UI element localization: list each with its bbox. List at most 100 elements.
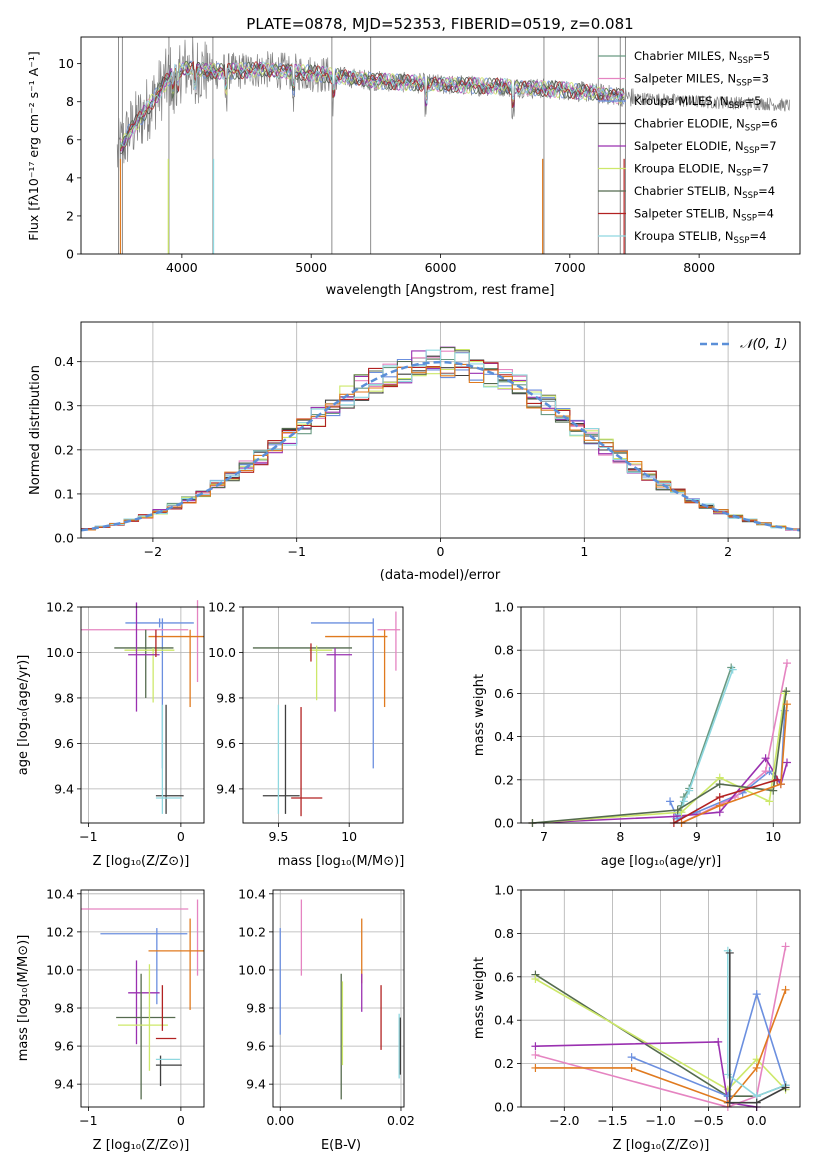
x-tick-label: 0.0 (747, 1113, 767, 1128)
massweight-marker (781, 942, 790, 951)
y-tick-label: 4 (66, 170, 74, 185)
y-tick-label: 10.0 (238, 962, 266, 977)
legend-label-sub: SSP (734, 236, 750, 246)
massweight-vs-age-marks (528, 659, 792, 827)
mass-vs-Z-grid (81, 890, 204, 1107)
age-vs-Z-axes: −1 0 9.4 9.6 9.8 10.0 10.2 (46, 600, 205, 844)
massweight-marker (781, 1083, 790, 1092)
axes-frame (80, 606, 205, 824)
legend-label: Kroupa STELIB, NSSP=4 (634, 229, 766, 246)
legend-label-suffix: =4 (758, 184, 775, 198)
y-tick-label: 0.6 (494, 686, 514, 701)
axes-frame (520, 606, 801, 824)
model-line-3 (120, 60, 625, 146)
legend-label: Chabrier STELIB, NSSP=4 (634, 184, 775, 201)
y-tick-label: 9.6 (54, 1039, 74, 1054)
y-tick-label: 9.6 (54, 736, 74, 751)
x-tick-label: 0.02 (387, 1113, 415, 1128)
x-tick-label: 0 (177, 829, 185, 844)
age-vs-mass-marks (252, 611, 401, 817)
model-line-8 (119, 60, 625, 152)
massweight-marker (782, 687, 791, 696)
legend-label: Kroupa MILES, NSSP=5 (634, 94, 761, 111)
legend-label-sub: SSP (745, 124, 761, 134)
y-tick-label: 10.2 (238, 924, 266, 939)
model-line-5 (120, 62, 625, 152)
legend-label-sub: SSP (736, 169, 752, 179)
y-tick-label: 10.0 (46, 645, 74, 660)
massweight-line-4 (535, 946, 787, 1108)
y-tick-label: 2 (66, 208, 74, 223)
residuals-ylabel: Normed distribution (28, 365, 43, 495)
massweight-vs-age-axes: 7 8 9 10 0.0 0.2 0.4 0.6 0.8 1.0 (494, 600, 801, 844)
massweight-marker (752, 1098, 761, 1107)
spectrum-axes: 4000 5000 6000 7000 8000 0 2 4 6 8 10 (58, 36, 801, 275)
massweight-marker (531, 1042, 540, 1051)
x-tick-label: −1 (79, 1113, 97, 1128)
y-tick-label: 9.4 (54, 1077, 74, 1092)
legend-label: Salpeter STELIB, NSSP=4 (634, 207, 774, 224)
y-tick-label: 0.2 (54, 442, 74, 457)
residuals-panel: −2 −1 0 1 2 0.0 0.1 0.2 0.3 0.4 (data-model)/erro… (28, 321, 801, 583)
model-line-7 (119, 60, 625, 152)
mass-vs-EBV-panel: 0.00 0.02 9.4 9.6 9.8 10.0 10.2 10.4 E(B-V) (238, 886, 415, 1153)
model-line-9 (120, 61, 625, 147)
y-tick-label: 10.2 (46, 600, 74, 615)
age-vs-Z-panel: −1 0 9.4 9.6 9.8 10.0 10.2 Z [log₁₀(Z/Z⊙)] age… (16, 600, 205, 869)
age-vs-Z-xlabel: Z [log₁₀(Z/Z⊙)] (93, 854, 190, 869)
spectrum-panel: PLATE=0878, MJD=52353, FIBERID=0519, z=0… (26, 15, 801, 298)
massweight-marker (714, 1037, 723, 1046)
massweight-marker (725, 1098, 734, 1107)
axes-frame (80, 889, 205, 1108)
legend-label-suffix: =7 (760, 139, 777, 153)
legend-label-text: Kroupa MILES, N (634, 94, 729, 108)
massweight-marker (761, 767, 770, 776)
massweight-vs-Z-axes: −2.0 −1.5 −1.0 −0.5 0.0 0.0 0.2 0.4 0.6 0.8 1.0 (494, 883, 801, 1128)
legend-label-text: Chabrier ELODIE, N (634, 117, 745, 131)
legend-label-sub: SSP (736, 79, 752, 89)
massweight-marker (783, 700, 792, 709)
massweight-vs-age-grid (521, 606, 800, 824)
axes-frame (272, 889, 405, 1108)
massweight-marker (531, 974, 540, 983)
massweight-line-2 (535, 978, 787, 1091)
y-tick-label: 10.0 (208, 645, 236, 660)
x-tick-label: −2.0 (549, 1113, 579, 1128)
spectrum-xlabel: wavelength [Angstrom, rest frame] (326, 283, 555, 298)
x-tick-label: −1 (287, 544, 305, 559)
legend-label-sub: SSP (742, 191, 758, 201)
massweight-marker (531, 1050, 540, 1059)
massweight-marker (531, 1063, 540, 1072)
age-vs-Z-grid (81, 606, 204, 823)
mass-vs-EBV-marks (279, 899, 402, 1100)
x-tick-label: 1 (580, 544, 588, 559)
massweight-vs-age-ylabel: mass weight (472, 674, 487, 756)
massweight-marker (715, 780, 724, 789)
legend-label-text: Salpeter ELODIE, N (634, 139, 744, 153)
x-tick-label: 2 (724, 544, 732, 559)
legend-label-suffix: =4 (749, 229, 766, 243)
x-tick-label: 0 (177, 1113, 185, 1128)
y-tick-label: 0.2 (494, 772, 514, 787)
legend-label-suffix: =7 (752, 162, 769, 176)
x-tick-label: −2 (144, 544, 162, 559)
y-tick-label: 10.0 (46, 962, 74, 977)
legend-label-text: Kroupa STELIB, N (634, 229, 734, 243)
legend-label-sub: SSP (744, 146, 760, 156)
legend-label-text: Kroupa ELODIE, N (634, 162, 736, 176)
y-tick-label: 8 (66, 94, 74, 109)
massweight-marker (727, 663, 736, 672)
y-tick-label: 10.4 (46, 886, 74, 901)
massweight-marker (728, 665, 737, 674)
gaussian-curve (80, 360, 801, 532)
massweight-vs-Z-ylabel: mass weight (472, 957, 487, 1039)
residuals-legend: 𝒩(0, 1) (700, 337, 787, 352)
massweight-line-7 (532, 691, 787, 824)
legend-label-sub: SSP (737, 56, 753, 66)
age-vs-Z-marks (81, 600, 204, 814)
x-tick-label: −1.0 (645, 1113, 675, 1128)
massweight-marker (725, 948, 734, 957)
x-tick-label: 8000 (683, 260, 715, 275)
